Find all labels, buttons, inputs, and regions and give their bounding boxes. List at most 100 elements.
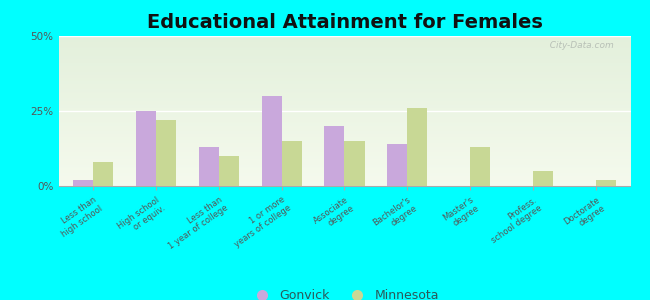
Bar bbox=[73, 180, 93, 186]
Bar bbox=[58, 84, 630, 86]
Bar bbox=[58, 184, 630, 186]
Bar bbox=[58, 135, 630, 136]
Bar bbox=[58, 112, 630, 114]
Bar bbox=[58, 82, 630, 84]
Bar bbox=[58, 152, 630, 153]
Bar bbox=[58, 66, 630, 68]
Bar bbox=[58, 100, 630, 102]
Bar bbox=[58, 158, 630, 159]
Bar bbox=[58, 110, 630, 111]
Bar bbox=[261, 96, 281, 186]
Bar bbox=[58, 99, 630, 100]
Bar bbox=[58, 172, 630, 174]
Bar bbox=[219, 156, 239, 186]
Bar bbox=[58, 126, 630, 128]
Bar bbox=[58, 40, 630, 42]
Bar bbox=[58, 61, 630, 63]
Bar bbox=[58, 69, 630, 70]
Bar bbox=[156, 120, 176, 186]
Bar bbox=[58, 46, 630, 48]
Bar bbox=[58, 182, 630, 183]
Bar bbox=[58, 167, 630, 168]
Bar bbox=[58, 144, 630, 146]
Bar bbox=[58, 132, 630, 134]
Bar bbox=[281, 141, 302, 186]
Bar bbox=[58, 105, 630, 106]
Bar bbox=[58, 146, 630, 147]
Bar bbox=[58, 129, 630, 130]
Bar bbox=[58, 50, 630, 51]
Bar bbox=[58, 60, 630, 61]
Bar bbox=[58, 72, 630, 74]
Bar bbox=[58, 180, 630, 182]
Bar bbox=[58, 183, 630, 184]
Bar bbox=[58, 93, 630, 94]
Bar bbox=[58, 153, 630, 154]
Bar bbox=[58, 78, 630, 80]
Bar bbox=[58, 75, 630, 76]
Bar bbox=[58, 111, 630, 112]
Bar bbox=[58, 142, 630, 144]
Bar bbox=[58, 94, 630, 96]
Bar bbox=[58, 54, 630, 56]
Bar bbox=[136, 111, 156, 186]
Bar bbox=[58, 87, 630, 88]
Bar bbox=[58, 147, 630, 148]
Bar bbox=[199, 147, 219, 186]
Bar bbox=[58, 130, 630, 132]
Bar bbox=[58, 160, 630, 162]
Bar bbox=[58, 174, 630, 176]
Bar bbox=[58, 76, 630, 78]
Bar bbox=[58, 42, 630, 44]
Bar bbox=[58, 80, 630, 81]
Bar bbox=[58, 162, 630, 164]
Bar bbox=[58, 39, 630, 40]
Bar bbox=[58, 177, 630, 178]
Bar bbox=[58, 123, 630, 124]
Bar bbox=[58, 117, 630, 118]
Bar bbox=[58, 156, 630, 158]
Bar bbox=[58, 122, 630, 123]
Bar bbox=[58, 85, 630, 87]
Bar bbox=[58, 154, 630, 156]
Bar bbox=[58, 98, 630, 99]
Bar bbox=[58, 36, 630, 38]
Bar bbox=[58, 168, 630, 170]
Bar bbox=[58, 90, 630, 92]
Bar bbox=[58, 108, 630, 110]
Bar bbox=[408, 108, 428, 186]
Bar bbox=[58, 120, 630, 122]
Bar bbox=[58, 48, 630, 50]
Bar bbox=[58, 38, 630, 39]
Bar bbox=[344, 141, 365, 186]
Bar bbox=[58, 171, 630, 172]
Bar bbox=[58, 140, 630, 141]
Bar bbox=[58, 165, 630, 166]
Bar bbox=[58, 92, 630, 93]
Legend: Gonvick, Minnesota: Gonvick, Minnesota bbox=[244, 284, 445, 300]
Bar bbox=[58, 128, 630, 129]
Bar bbox=[533, 171, 553, 186]
Bar bbox=[324, 126, 345, 186]
Bar bbox=[58, 74, 630, 75]
Bar bbox=[58, 88, 630, 90]
Bar bbox=[58, 178, 630, 180]
Bar bbox=[58, 106, 630, 108]
Bar bbox=[58, 141, 630, 142]
Bar bbox=[58, 45, 630, 46]
Bar bbox=[58, 81, 630, 82]
Bar bbox=[58, 68, 630, 69]
Bar bbox=[58, 96, 630, 98]
Bar bbox=[596, 180, 616, 186]
Bar bbox=[470, 147, 490, 186]
Bar bbox=[58, 114, 630, 116]
Bar bbox=[58, 176, 630, 177]
Bar bbox=[58, 63, 630, 64]
Bar bbox=[58, 51, 630, 52]
Bar bbox=[58, 44, 630, 45]
Bar bbox=[387, 144, 408, 186]
Bar bbox=[58, 70, 630, 72]
Bar bbox=[58, 150, 630, 152]
Bar bbox=[58, 124, 630, 126]
Bar bbox=[58, 159, 630, 160]
